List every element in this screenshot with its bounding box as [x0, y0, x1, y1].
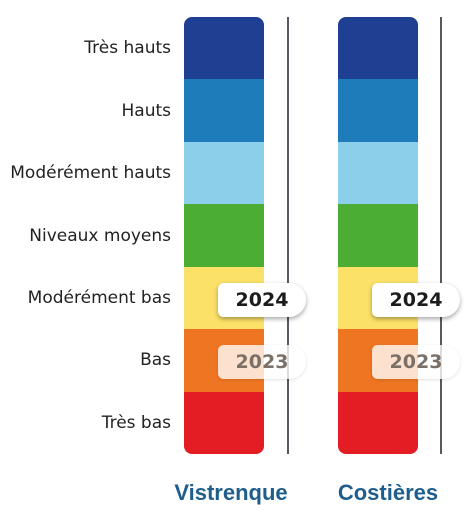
- level-segment: [184, 391, 264, 455]
- level-label: Bas: [140, 350, 171, 371]
- level-column: [338, 17, 418, 455]
- column-label: Vistrenque: [174, 480, 288, 505]
- column-label: Costières: [337, 480, 439, 505]
- year-marker-2024: 2024: [218, 282, 306, 317]
- column-divider-line: [287, 17, 289, 454]
- level-segment: [184, 204, 264, 268]
- level-segment: [338, 141, 418, 205]
- year-marker-2023: 2023: [218, 345, 306, 380]
- level-label: Modérément hauts: [10, 163, 171, 184]
- column-divider-line: [440, 17, 442, 454]
- level-label: Hauts: [121, 100, 172, 121]
- level-label: Niveaux moyens: [29, 225, 171, 246]
- year-marker-2023: 2023: [372, 345, 460, 380]
- level-labels: Très hauts Hauts Modérément hauts Niveaux m…: [0, 0, 175, 520]
- level-label: Très bas: [101, 412, 171, 433]
- level-segment: [338, 391, 418, 455]
- level-label: Modérément bas: [27, 287, 171, 308]
- level-segment: [184, 17, 264, 80]
- level-segment: [184, 79, 264, 143]
- level-segment: [338, 204, 418, 268]
- level-segment: [184, 141, 264, 205]
- year-marker-2024: 2024: [372, 282, 460, 317]
- level-segment: [338, 17, 418, 80]
- level-label: Très hauts: [84, 38, 171, 59]
- level-column: [184, 17, 264, 455]
- level-segment: [338, 79, 418, 143]
